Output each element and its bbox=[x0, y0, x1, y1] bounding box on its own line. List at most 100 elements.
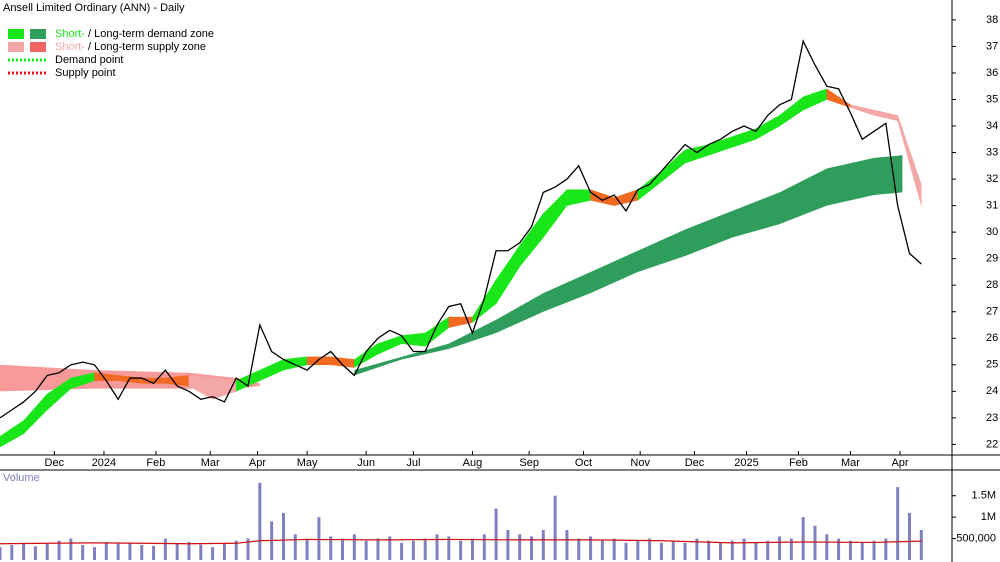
volume-bar bbox=[411, 540, 415, 560]
volume-bar bbox=[766, 540, 770, 560]
volume-bar bbox=[577, 538, 581, 560]
volume-bar bbox=[470, 538, 474, 560]
legend-short: Short- bbox=[55, 28, 85, 40]
y-tick-label: 22 bbox=[986, 438, 998, 450]
price-line bbox=[0, 39, 922, 419]
legend-text: / Long-term supply zone bbox=[88, 41, 206, 53]
volume-bar bbox=[671, 540, 675, 560]
volume-bar bbox=[128, 542, 132, 560]
volume-bar bbox=[707, 540, 711, 560]
y-tick-label: 24 bbox=[986, 385, 998, 397]
x-tick-label: Feb bbox=[789, 457, 808, 469]
y-tick-label: 36 bbox=[986, 67, 998, 79]
volume-bar bbox=[341, 538, 345, 560]
legend-short: Short- bbox=[55, 41, 85, 53]
volume-bar bbox=[612, 538, 616, 560]
volume-bar bbox=[884, 538, 888, 560]
volume-bar bbox=[459, 540, 463, 560]
volume-bar bbox=[919, 530, 923, 560]
volume-bar bbox=[45, 543, 49, 560]
y-tick-label: 23 bbox=[986, 412, 998, 424]
volume-bar bbox=[175, 543, 179, 560]
volume-bar bbox=[907, 512, 911, 560]
volume-tick-label: 1.5M bbox=[972, 490, 996, 502]
short-zone-segment bbox=[897, 115, 922, 206]
volume-bar bbox=[199, 544, 203, 560]
x-tick-label: Dec bbox=[45, 457, 65, 469]
volume-bar bbox=[435, 534, 439, 560]
volume-bar bbox=[695, 538, 699, 560]
volume-bar bbox=[211, 547, 215, 560]
chart-title: Ansell Limited Ordinary (ANN) - Daily bbox=[3, 2, 185, 14]
legend-label: Short- / Long-term demand zone bbox=[55, 28, 214, 40]
volume-bar bbox=[825, 534, 829, 560]
legend-text: Demand point bbox=[55, 54, 124, 66]
volume-bar bbox=[222, 542, 226, 560]
legend-label: Demand point bbox=[55, 54, 124, 66]
short-zone-segment bbox=[306, 356, 331, 366]
volume-tick-label: 1M bbox=[981, 511, 996, 523]
volume-bar bbox=[352, 534, 356, 560]
x-tick-label: Mar bbox=[201, 457, 220, 469]
volume-bar bbox=[494, 508, 498, 560]
legend-swatch bbox=[8, 42, 24, 52]
volume-bar bbox=[541, 530, 545, 560]
volume-bar bbox=[116, 543, 120, 560]
volume-bar bbox=[624, 542, 628, 560]
x-tick-label: Apr bbox=[891, 457, 908, 469]
x-tick-label: 2025 bbox=[734, 457, 758, 469]
legend-text: Supply point bbox=[55, 67, 116, 79]
x-tick-label: Apr bbox=[249, 457, 266, 469]
volume-bar bbox=[530, 536, 534, 560]
y-tick-label: 33 bbox=[986, 146, 998, 158]
volume-bar bbox=[92, 547, 96, 560]
volume-bar bbox=[57, 540, 61, 560]
legend-label: Short- / Long-term supply zone bbox=[55, 41, 206, 53]
volume-bar bbox=[730, 540, 734, 560]
volume-bar bbox=[565, 530, 569, 560]
y-tick-label: 34 bbox=[986, 120, 998, 132]
volume-bar bbox=[163, 538, 167, 560]
volume-bar bbox=[246, 538, 250, 560]
y-tick-label: 32 bbox=[986, 173, 998, 185]
volume-bar bbox=[423, 538, 427, 560]
volume-bar bbox=[364, 540, 368, 560]
volume-bar bbox=[896, 487, 900, 560]
y-tick-label: 30 bbox=[986, 226, 998, 238]
volume-bar bbox=[872, 540, 876, 560]
volume-bar bbox=[813, 525, 817, 560]
x-tick-label: Nov bbox=[630, 457, 650, 469]
y-tick-label: 27 bbox=[986, 306, 998, 318]
volume-bar bbox=[778, 536, 782, 560]
volume-bar bbox=[329, 536, 333, 560]
volume-bar bbox=[258, 482, 262, 560]
volume-bar bbox=[69, 538, 73, 560]
y-tick-label: 35 bbox=[986, 93, 998, 105]
volume-tick-label: 500,000 bbox=[956, 532, 996, 544]
volume-bar bbox=[518, 534, 522, 560]
volume-bar bbox=[506, 530, 510, 560]
legend-swatch bbox=[30, 29, 46, 39]
volume-bar bbox=[305, 538, 309, 560]
x-tick-label: Jun bbox=[357, 457, 375, 469]
long-demand-zone bbox=[354, 155, 903, 376]
volume-bar bbox=[553, 495, 557, 560]
volume-bar bbox=[33, 546, 37, 560]
volume-bar bbox=[400, 542, 404, 560]
volume-bar bbox=[600, 540, 604, 560]
volume-average bbox=[0, 538, 922, 545]
volume-bar bbox=[22, 542, 26, 560]
y-tick-label: 26 bbox=[986, 332, 998, 344]
volume-bar bbox=[0, 547, 2, 560]
x-tick-label: Jul bbox=[406, 457, 420, 469]
volume-bar bbox=[447, 536, 451, 560]
legend-swatch bbox=[30, 42, 46, 52]
x-tick-label: Aug bbox=[463, 457, 483, 469]
volume-bar bbox=[860, 542, 864, 560]
y-tick-label: 37 bbox=[986, 40, 998, 52]
y-tick-label: 31 bbox=[986, 200, 998, 212]
legend-swatch bbox=[8, 29, 24, 39]
x-tick-label: Dec bbox=[685, 457, 705, 469]
volume-bar bbox=[589, 536, 593, 560]
